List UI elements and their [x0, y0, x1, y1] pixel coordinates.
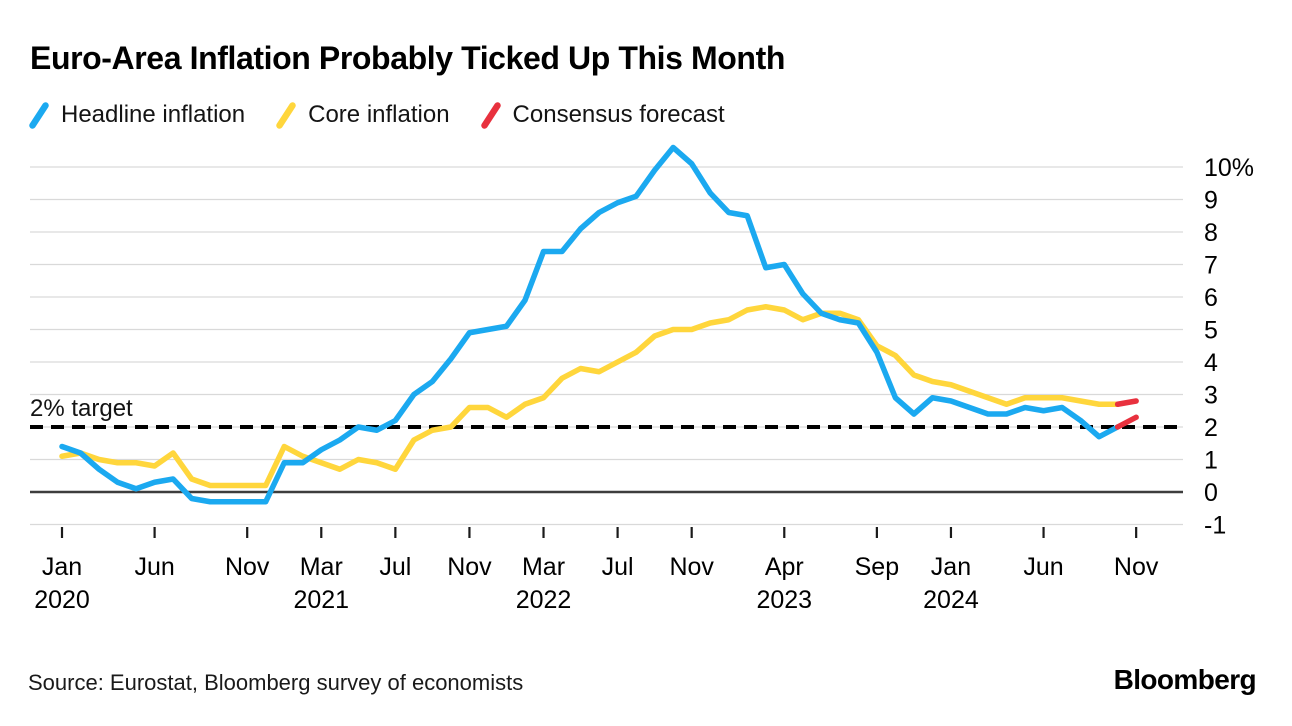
- x-axis-year-label-2022: 2022: [516, 586, 572, 614]
- x-axis-label-nov: Nov: [669, 553, 714, 581]
- y-axis-label-6: 6: [1204, 284, 1218, 312]
- x-axis-label-jan2020: Jan: [42, 553, 82, 581]
- x-axis-label-jul: Jul: [379, 553, 411, 581]
- y-axis-label-8: 8: [1204, 219, 1218, 247]
- y-axis-label-5: 5: [1204, 317, 1218, 345]
- x-axis-label-jul: Jul: [602, 553, 634, 581]
- y-axis-label-1: 1: [1204, 447, 1218, 475]
- forecast-segment-core-inflation: [1114, 398, 1139, 407]
- y-axis-label-7: 7: [1204, 252, 1218, 280]
- legend-label-consensus: Consensus forecast: [512, 101, 725, 128]
- y-axis-label-4: 4: [1204, 349, 1218, 377]
- x-axis-label-nov: Nov: [447, 553, 492, 581]
- bloomberg-logo: Bloomberg: [1113, 664, 1257, 695]
- legend-item-consensus: Consensus forecast: [480, 101, 725, 129]
- x-axis-label-jan2024: Jan: [931, 553, 971, 581]
- chart-title: Euro-Area Inflation Probably Ticked Up T…: [30, 40, 785, 76]
- x-axis-label-nov: Nov: [225, 553, 270, 581]
- legend-item-headline: Headline inflation: [28, 101, 245, 129]
- legend-item-core: Core inflation: [275, 101, 450, 129]
- x-axis-label-apr2023: Apr: [765, 553, 804, 581]
- y-axis-label--1: -1: [1204, 512, 1226, 540]
- legend: Headline inflation Core inflation Consensu…: [28, 101, 725, 129]
- legend-label-core: Core inflation: [308, 101, 450, 128]
- x-axis-label-mar2021: Mar: [300, 553, 343, 581]
- x-axis-label-jun: Jun: [1023, 553, 1063, 581]
- source-text: Source: Eurostat, Bloomberg survey of ec…: [28, 670, 524, 695]
- core-swatch-icon: [276, 101, 296, 129]
- x-axis-year-label-2024: 2024: [923, 586, 979, 614]
- x-axis-label-mar2022: Mar: [522, 553, 565, 581]
- x-axis-year-label-2021: 2021: [293, 586, 349, 614]
- y-axis-label-10: 10%: [1204, 154, 1254, 182]
- x-axis-label-nov: Nov: [1114, 553, 1159, 581]
- y-axis-label-2: 2: [1204, 414, 1218, 442]
- consensus-swatch-icon: [480, 101, 501, 129]
- x-axis-label-jun: Jun: [134, 553, 174, 581]
- target-line-label: 2% target: [30, 395, 133, 422]
- y-axis-label-9: 9: [1204, 187, 1218, 215]
- headline-swatch-icon: [29, 101, 49, 129]
- forecast-segment-headline-inflation: [1114, 414, 1139, 430]
- y-axis-label-3: 3: [1204, 382, 1218, 410]
- x-axis-label-sep: Sep: [855, 553, 899, 581]
- x-axis-year-label-2020: 2020: [34, 586, 90, 614]
- core-inflation-line: [59, 304, 1121, 489]
- headline-inflation-line: [59, 144, 1121, 505]
- y-axis-label-0: 0: [1204, 479, 1218, 507]
- legend-label-headline: Headline inflation: [61, 101, 246, 128]
- x-axis-year-label-2023: 2023: [756, 586, 812, 614]
